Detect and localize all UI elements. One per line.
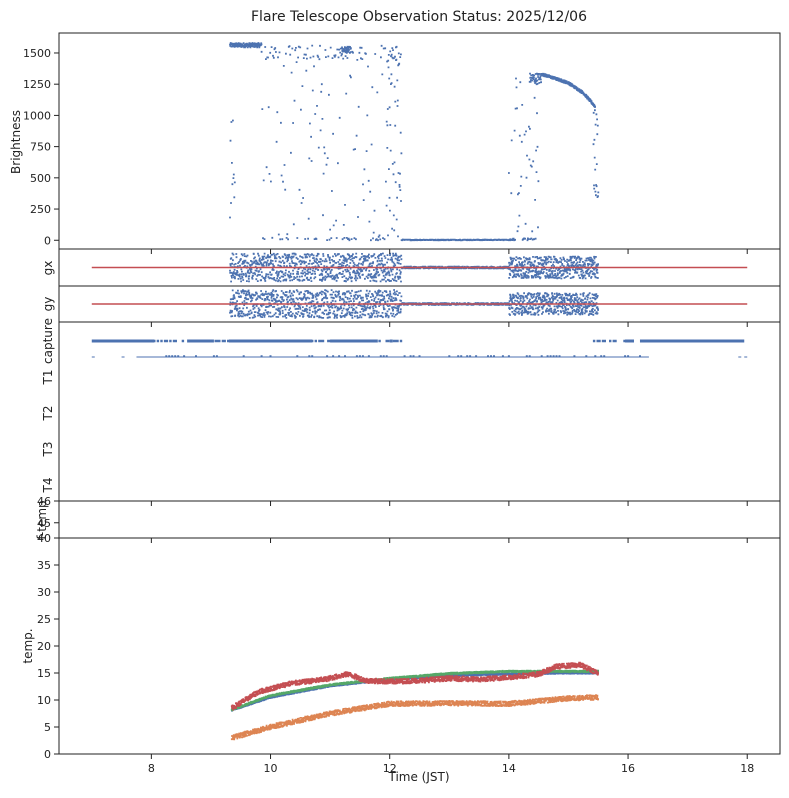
brightness-panel: 0 250 500 750 1000 1250 1500 Brightness: [9, 42, 600, 247]
panel-frames: [58, 32, 781, 755]
status-row-t3: T3: [41, 442, 55, 458]
temp-y-label: temp.: [21, 628, 35, 663]
temp-y-tick-label: 30: [37, 586, 51, 599]
brightness-y-tick-label: 250: [30, 203, 51, 216]
x-axis-label: Time (JST): [387, 770, 449, 784]
x-tick-label: 8: [148, 762, 155, 775]
temp-y-tick-label: 35: [37, 559, 51, 572]
temp-y-tick-label: 5: [44, 721, 51, 734]
chart-title: Flare Telescope Observation Status: 2025…: [251, 9, 587, 25]
panel-frame: [58, 500, 781, 539]
f-temp-panel: 45 46 f-temp: [35, 495, 59, 540]
x-tick-label: 12: [383, 762, 397, 775]
panel-frame: [58, 537, 781, 755]
brightness-y-ticks: 0 250 500 750 1000 1250 1500: [23, 47, 59, 247]
temp-y-tick-label: 0: [44, 748, 51, 761]
temp-series: [230, 669, 599, 712]
f-temp-y-tick-label: 46: [37, 495, 51, 508]
temp-y-tick-label: 25: [37, 613, 51, 626]
brightness-points: [229, 42, 600, 242]
x-tick-label: 16: [621, 762, 635, 775]
temp-points: [230, 661, 599, 741]
temp-y-tick-label: 10: [37, 694, 51, 707]
temp-y-tick-label: 40: [37, 532, 51, 545]
f-temp-y-tick-label: 45: [37, 517, 51, 530]
temp-series: [230, 694, 599, 741]
brightness-y-tick-label: 1500: [23, 47, 51, 60]
brightness-y-tick-label: 1250: [23, 78, 51, 91]
gx-y-label: gx: [41, 261, 55, 276]
status-row-t4: T4: [41, 478, 55, 494]
brightness-y-tick-label: 750: [30, 141, 51, 154]
brightness-series: [229, 42, 600, 242]
x-tick-label: 10: [264, 762, 278, 775]
temp-y-ticks: 0 5 10 15 20 25 30 35 40: [37, 532, 59, 761]
panel-frame: [58, 32, 781, 250]
status-row-capture: capture: [41, 318, 55, 364]
panel-frame: [58, 321, 781, 502]
temp-x-ticks: 8 10 12 14 16 18: [148, 754, 754, 775]
status-marks: [91, 339, 748, 358]
status-panel: capture T1 T2 T3 T4: [41, 318, 748, 494]
brightness-y-tick-label: 0: [44, 234, 51, 247]
gy-y-label: gy: [41, 297, 55, 312]
status-row-t1: T1: [41, 370, 55, 386]
brightness-y-tick-label: 500: [30, 172, 51, 185]
temp-panel: 0 5 10 15 20 25 30 35 40 8 10 12 14 16 18 temp. Time …: [21, 532, 754, 784]
f-temp-y-ticks: 45 46: [37, 495, 59, 530]
gy-panel: gy: [41, 289, 748, 319]
brightness-y-label: Brightness: [9, 110, 23, 174]
status-row-t2: T2: [41, 406, 55, 422]
x-tick-label: 18: [740, 762, 754, 775]
temp-series: [230, 661, 599, 711]
gx-panel: gx: [41, 252, 748, 283]
brightness-y-tick-label: 1000: [23, 109, 51, 122]
temp-y-tick-label: 20: [37, 640, 51, 653]
x-tick-label: 14: [502, 762, 516, 775]
f-temp-y-label: f-temp: [35, 500, 49, 539]
temp-y-tick-label: 15: [37, 667, 51, 680]
